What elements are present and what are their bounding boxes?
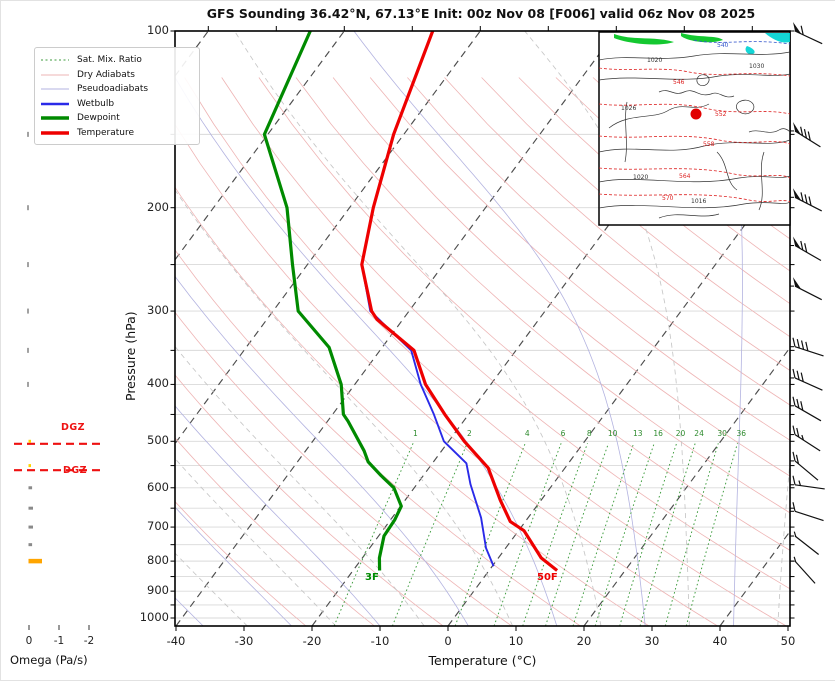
inset-contour-label: 1020 <box>633 174 648 181</box>
mixing-ratio-label: 24 <box>694 429 704 438</box>
omega-tick-label: -2 <box>83 635 95 647</box>
inset-contour-label: 1026 <box>621 105 636 112</box>
mixing-ratio-label: 30 <box>717 429 727 438</box>
inset-contour-label: 552 <box>715 111 727 118</box>
legend-item: Pseudoadiabats <box>41 82 193 97</box>
legend-item-label: Dry Adiabats <box>77 69 135 80</box>
mixing-ratio-label: 6 <box>560 429 566 438</box>
temperature-tick-label: 30 <box>644 634 660 648</box>
mixing-ratio-label: 2 <box>466 429 472 438</box>
inset-map: 540 1020 1030 1026 546 552 558 1020 564 570 1016 <box>598 31 791 226</box>
sounding-location-dot <box>690 108 702 120</box>
legend-item: Dry Adiabats <box>41 68 193 83</box>
pressure-tick-label: 200 <box>147 199 169 214</box>
wetbulb-curve <box>360 31 495 567</box>
surface-temperature-label: 50F <box>537 572 558 583</box>
pressure-tick-label: 1000 <box>139 610 169 624</box>
chart-title: GFS Sounding 36.42°N, 67.13°E Init: 00z … <box>206 6 756 21</box>
legend-item-label: Wetbulb <box>77 98 115 109</box>
mixing-ratio-label: 8 <box>586 429 592 438</box>
legend-item: Wetbulb <box>41 97 193 112</box>
dgz-lines <box>14 442 101 472</box>
legend-item-label: Temperature <box>77 127 135 138</box>
inset-map-contours: 540 1020 1030 1026 546 552 558 1020 564 570 1016 <box>599 33 790 219</box>
temperature-tick-label: -30 <box>234 634 254 648</box>
temperature-curve <box>360 31 559 572</box>
legend-item: Temperature <box>41 126 193 141</box>
temperature-tick-label: 0 <box>444 634 452 648</box>
wind-barbs <box>790 22 825 584</box>
dewpoint-curve <box>262 31 403 571</box>
inset-contour-label: 546 <box>673 79 685 86</box>
mixing-ratio-label: 4 <box>524 429 530 438</box>
mixing-ratio-label: 20 <box>675 429 686 438</box>
inset-contour-label: 564 <box>679 173 691 180</box>
temperature-tick-label: 20 <box>576 634 592 648</box>
sounding-curves <box>262 31 559 572</box>
mixing-ratio-label: 13 <box>633 429 643 438</box>
omega-axis-label: Omega (Pa/s) <box>10 653 88 667</box>
omega-panel <box>27 131 90 630</box>
temperature-tick-label: 10 <box>508 634 524 648</box>
legend-item: Dewpoint <box>41 111 193 126</box>
pressure-tick-label: 300 <box>147 303 169 318</box>
temperature-tick-label: -10 <box>370 634 390 648</box>
pressure-tick-label: 500 <box>147 433 169 448</box>
temperature-axis-label: Temperature (°C) <box>428 653 537 668</box>
inset-contour-label: 1020 <box>647 57 662 64</box>
plot-background <box>175 31 790 626</box>
legend-item-label: Sat. Mix. Ratio <box>77 55 142 66</box>
pressure-tick-label: 100 <box>147 23 169 37</box>
mixing-ratio-label: 10 <box>607 429 618 438</box>
omega-tick-label: -1 <box>53 635 65 647</box>
legend-item: Sat. Mix. Ratio <box>41 53 193 68</box>
pressure-tick-label: 700 <box>147 519 169 534</box>
temperature-tick-label: -40 <box>166 634 186 648</box>
dgz-upper-label: DGZ <box>61 422 86 433</box>
inset-contour-label: 540 <box>717 42 729 49</box>
legend-item-label: Pseudoadiabats <box>77 84 149 95</box>
inset-contour-label: 570 <box>662 195 674 202</box>
pressure-tick-label: 900 <box>147 583 169 598</box>
pressure-tick-label: 800 <box>147 553 169 568</box>
omega-tick-label: 0 <box>25 635 33 647</box>
mixing-ratio-label: 16 <box>653 429 663 438</box>
legend: Sat. Mix. Ratio Dry Adiabats Pseudoadiabat… <box>34 47 200 145</box>
inset-contour-label: 1016 <box>691 198 706 205</box>
mixing-ratio-label: 1 <box>413 429 418 438</box>
dgz-lower-label: DGZ <box>63 465 88 476</box>
inset-contour-label: 558 <box>703 141 715 148</box>
temperature-tick-label: 50 <box>780 634 796 648</box>
pressure-tick-label: 400 <box>147 376 169 391</box>
legend-item-label: Dewpoint <box>77 113 120 124</box>
inset-contour-label: 1030 <box>749 63 764 70</box>
pressure-tick-label: 600 <box>147 479 169 494</box>
surface-dewpoint-label: 3F <box>365 572 379 583</box>
temperature-tick-label: 40 <box>712 634 728 648</box>
temperature-tick-label: -20 <box>302 634 322 648</box>
mixing-ratio-label: 36 <box>736 429 747 438</box>
